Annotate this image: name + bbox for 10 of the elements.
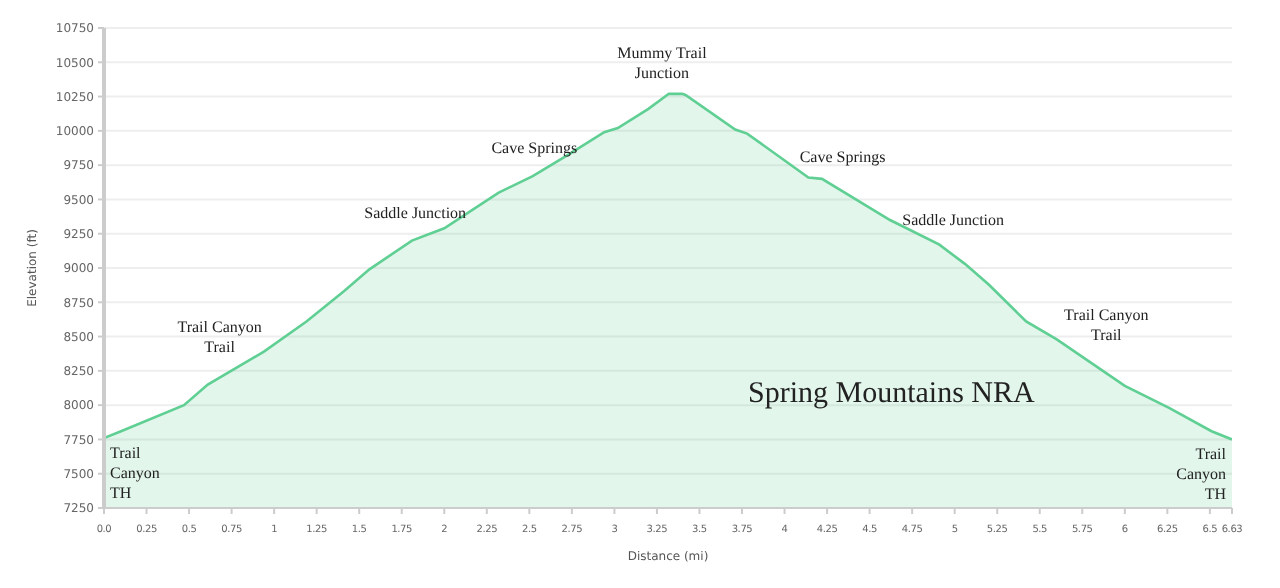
- annotation: Mummy Trail Junction: [617, 43, 709, 82]
- annotation: Saddle Junction: [364, 203, 467, 222]
- annotation: Cave Springs: [491, 139, 578, 158]
- annotation: Trail Canyon Trail: [177, 318, 262, 357]
- annotation: Trail Canyon TH: [110, 444, 160, 503]
- annotation: Saddle Junction: [902, 210, 1005, 229]
- annotation: Spring Mountains NRA: [748, 378, 1036, 411]
- annotation: Cave Springs: [799, 148, 886, 167]
- annotation: Trail Canyon Trail: [1064, 305, 1149, 344]
- annotation: Trail Canyon TH: [1176, 445, 1228, 504]
